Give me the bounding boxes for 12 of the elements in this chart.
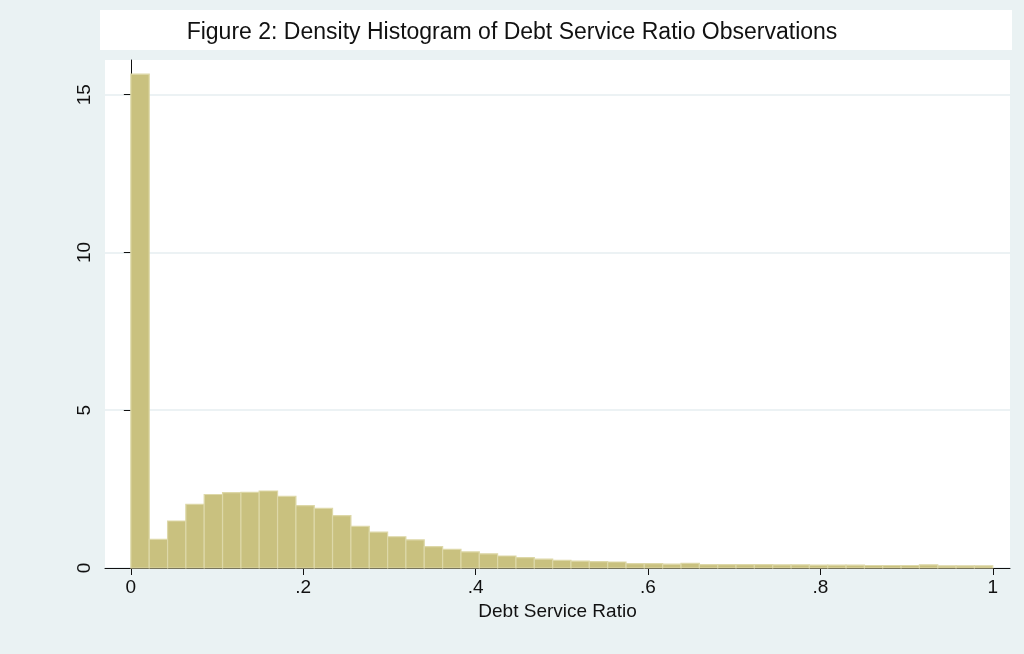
chart-title: Figure 2: Density Histogram of Debt Service Ratio Observations — [186, 17, 838, 44]
y-tick-label: 10 — [73, 241, 94, 264]
y-tick-label: 15 — [73, 84, 94, 106]
x-tick-label: .2 — [295, 576, 312, 597]
x-tick-label: .8 — [812, 576, 829, 597]
y-tick-label: 5 — [73, 404, 94, 416]
y-tick-label: 0 — [73, 562, 94, 574]
x-tick-label: 1 — [987, 576, 999, 597]
x-tick-label: .4 — [467, 576, 484, 597]
x-axis-title: Debt Service Ratio — [478, 599, 637, 621]
x-tick-label: 0 — [125, 576, 137, 597]
x-tick-label: .6 — [640, 576, 656, 597]
